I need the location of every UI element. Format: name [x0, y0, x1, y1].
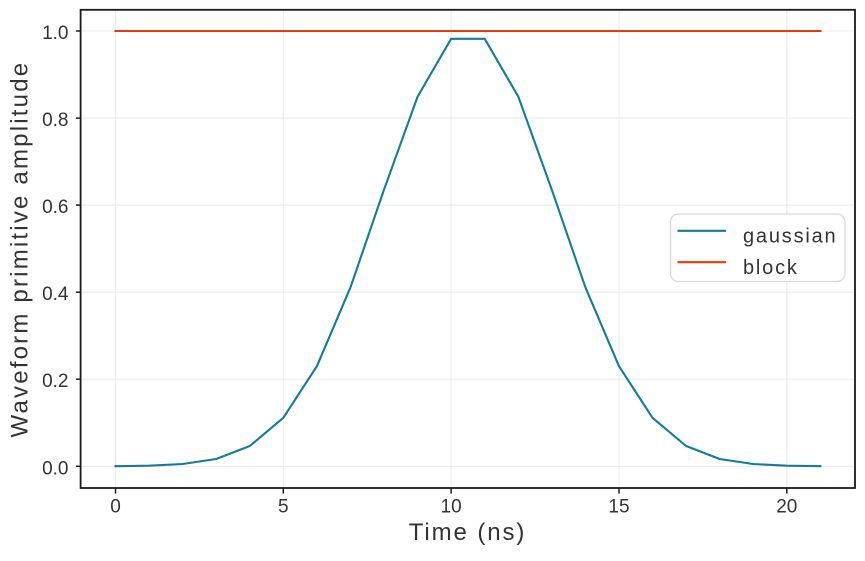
svg-text:0: 0	[110, 496, 121, 517]
svg-text:15: 15	[608, 496, 629, 517]
svg-text:5: 5	[278, 496, 289, 517]
svg-text:0.6: 0.6	[42, 197, 68, 218]
svg-text:Time (ns): Time (ns)	[409, 519, 527, 546]
svg-text:1.0: 1.0	[42, 23, 68, 44]
svg-text:block: block	[743, 257, 799, 279]
svg-text:gaussian: gaussian	[743, 226, 837, 248]
svg-text:20: 20	[776, 496, 797, 517]
svg-text:Waveform primitive amplitude: Waveform primitive amplitude	[6, 61, 33, 438]
svg-text:0.0: 0.0	[42, 458, 68, 479]
svg-text:0.4: 0.4	[42, 284, 69, 305]
svg-text:0.2: 0.2	[42, 371, 68, 392]
svg-text:10: 10	[441, 496, 462, 517]
svg-text:0.8: 0.8	[42, 110, 68, 131]
